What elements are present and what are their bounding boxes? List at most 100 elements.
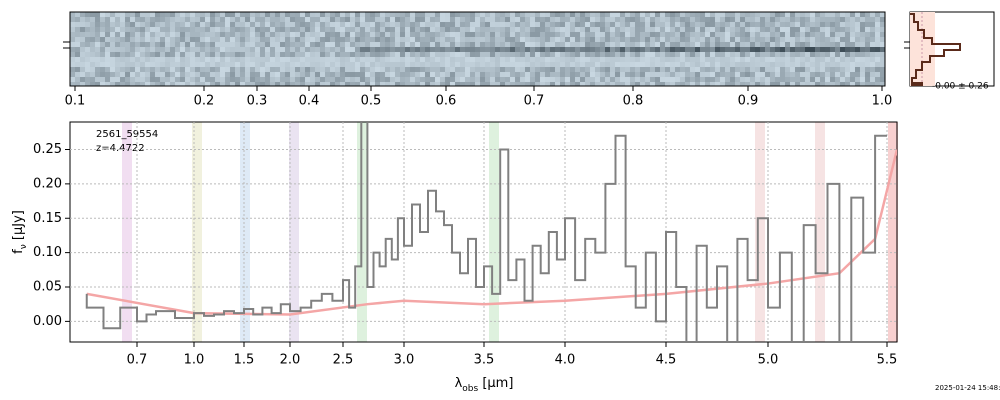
image-pixel bbox=[740, 42, 745, 47]
image-pixel bbox=[515, 12, 520, 17]
image-pixel bbox=[200, 47, 205, 52]
image-pixel bbox=[170, 17, 175, 22]
image-pixel bbox=[110, 32, 115, 37]
image-pixel bbox=[845, 67, 850, 72]
image-pixel bbox=[815, 27, 820, 32]
image-pixel bbox=[640, 47, 645, 52]
image-pixel bbox=[740, 62, 745, 67]
image-pixel bbox=[270, 72, 275, 77]
x-tick-label: 4.0 bbox=[555, 353, 576, 368]
image-pixel bbox=[190, 67, 195, 72]
image-pixel bbox=[880, 52, 885, 57]
image-pixel bbox=[315, 62, 320, 67]
image-pixel bbox=[155, 67, 160, 72]
image-pixel bbox=[860, 57, 865, 62]
image-pixel bbox=[765, 22, 770, 27]
image-pixel bbox=[350, 27, 355, 32]
image-pixel bbox=[840, 67, 845, 72]
image-pixel bbox=[90, 57, 95, 62]
image-pixel bbox=[620, 47, 625, 52]
image-pixel bbox=[700, 17, 705, 22]
image-pixel bbox=[800, 52, 805, 57]
image-pixel bbox=[280, 37, 285, 42]
image-pixel bbox=[115, 47, 120, 52]
image-pixel bbox=[695, 47, 700, 52]
image-pixel bbox=[220, 72, 225, 77]
image-pixel bbox=[785, 77, 790, 82]
image-pixel bbox=[155, 77, 160, 82]
image-pixel bbox=[90, 67, 95, 72]
image-pixel bbox=[220, 22, 225, 27]
image-pixel bbox=[435, 57, 440, 62]
image-pixel bbox=[415, 12, 420, 17]
image-pixel bbox=[495, 27, 500, 32]
image-pixel bbox=[490, 77, 495, 82]
image-pixel bbox=[150, 12, 155, 17]
image-pixel bbox=[430, 12, 435, 17]
image-pixel bbox=[510, 72, 515, 77]
image-pixel bbox=[235, 82, 240, 86]
image-pixel bbox=[135, 32, 140, 37]
image-pixel bbox=[505, 22, 510, 27]
image-pixel bbox=[475, 52, 480, 57]
image-pixel bbox=[430, 22, 435, 27]
image-pixel bbox=[155, 62, 160, 67]
image-pixel bbox=[520, 52, 525, 57]
image-pixel bbox=[270, 77, 275, 82]
image-pixel bbox=[660, 57, 665, 62]
image-pixel bbox=[265, 32, 270, 37]
image-pixel bbox=[610, 42, 615, 47]
image-pixel bbox=[490, 17, 495, 22]
image-pixel bbox=[310, 47, 315, 52]
image-pixel bbox=[160, 17, 165, 22]
image-pixel bbox=[340, 12, 345, 17]
image-pixel bbox=[670, 77, 675, 82]
image-pixel bbox=[560, 77, 565, 82]
image-pixel bbox=[875, 47, 880, 52]
image-pixel bbox=[140, 72, 145, 77]
image-pixel bbox=[85, 57, 90, 62]
image-pixel bbox=[650, 12, 655, 17]
image-pixel bbox=[175, 62, 180, 67]
image-pixel bbox=[215, 27, 220, 32]
image-pixel bbox=[75, 67, 80, 72]
image-pixel bbox=[280, 17, 285, 22]
image-pixel bbox=[130, 37, 135, 42]
top-x-tick-label: 0.9 bbox=[738, 94, 759, 109]
image-pixel bbox=[155, 27, 160, 32]
image-pixel bbox=[120, 47, 125, 52]
image-pixel bbox=[300, 67, 305, 72]
image-pixel bbox=[395, 42, 400, 47]
image-pixel bbox=[440, 22, 445, 27]
image-pixel bbox=[810, 62, 815, 67]
image-pixel bbox=[130, 62, 135, 67]
image-pixel bbox=[695, 27, 700, 32]
image-pixel bbox=[310, 27, 315, 32]
image-pixel bbox=[265, 52, 270, 57]
image-pixel bbox=[155, 17, 160, 22]
image-pixel bbox=[200, 12, 205, 17]
image-pixel bbox=[780, 52, 785, 57]
image-pixel bbox=[365, 47, 370, 52]
image-pixel bbox=[505, 47, 510, 52]
image-pixel bbox=[240, 57, 245, 62]
image-pixel bbox=[800, 42, 805, 47]
image-pixel bbox=[85, 42, 90, 47]
image-pixel bbox=[85, 77, 90, 82]
image-pixel bbox=[625, 52, 630, 57]
image-pixel bbox=[340, 62, 345, 67]
image-pixel bbox=[515, 37, 520, 42]
image-pixel bbox=[620, 12, 625, 17]
image-pixel bbox=[110, 12, 115, 17]
image-pixel bbox=[830, 17, 835, 22]
image-pixel bbox=[740, 22, 745, 27]
image-pixel bbox=[460, 62, 465, 67]
image-pixel bbox=[295, 52, 300, 57]
image-pixel bbox=[840, 32, 845, 37]
image-pixel bbox=[705, 57, 710, 62]
image-pixel bbox=[820, 62, 825, 67]
image-pixel bbox=[215, 62, 220, 67]
image-pixel bbox=[880, 67, 885, 72]
image-pixel bbox=[740, 82, 745, 86]
image-pixel bbox=[510, 57, 515, 62]
